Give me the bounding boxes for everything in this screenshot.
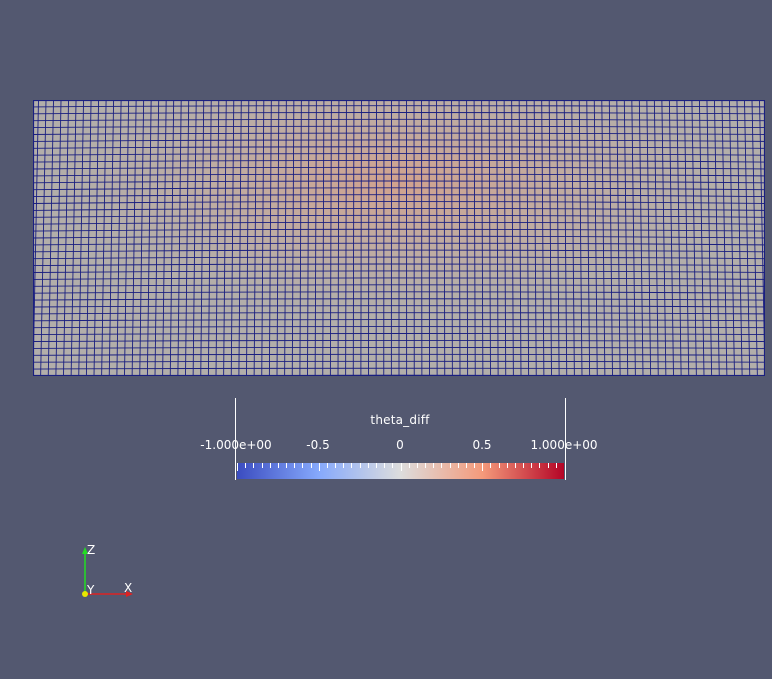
colorbar-label-pos-half: 0.5 [472,438,492,452]
colorbar-label-max: 1.000e+00 [530,438,598,452]
z-arrow-icon [82,547,88,554]
x-arrow-icon [126,591,133,597]
colorbar-label-neg-half: -0.5 [306,438,330,452]
x-axis-label: X [124,581,133,595]
colorbar-label-min: -1.000e+00 [200,438,272,452]
scalar-colorbar[interactable]: theta_diff -1.000e+00 -0.5 0 0.5 1.000e+… [200,398,600,488]
colorbar-label-zero: 0 [396,438,404,452]
colorbar-gradient [237,463,564,479]
colorbar-left-edge [235,398,236,480]
y-axis-label: Y [87,583,95,597]
orientation-axes: Z Y X [70,540,150,610]
colorbar-title: theta_diff [370,413,430,427]
colorbar-right-edge [565,398,566,480]
axes-triad [82,547,133,597]
mesh-grid [33,100,765,376]
mesh-surface[interactable] [33,100,765,376]
y-axis-point-icon [82,591,88,597]
z-axis-label: Z [87,543,96,557]
